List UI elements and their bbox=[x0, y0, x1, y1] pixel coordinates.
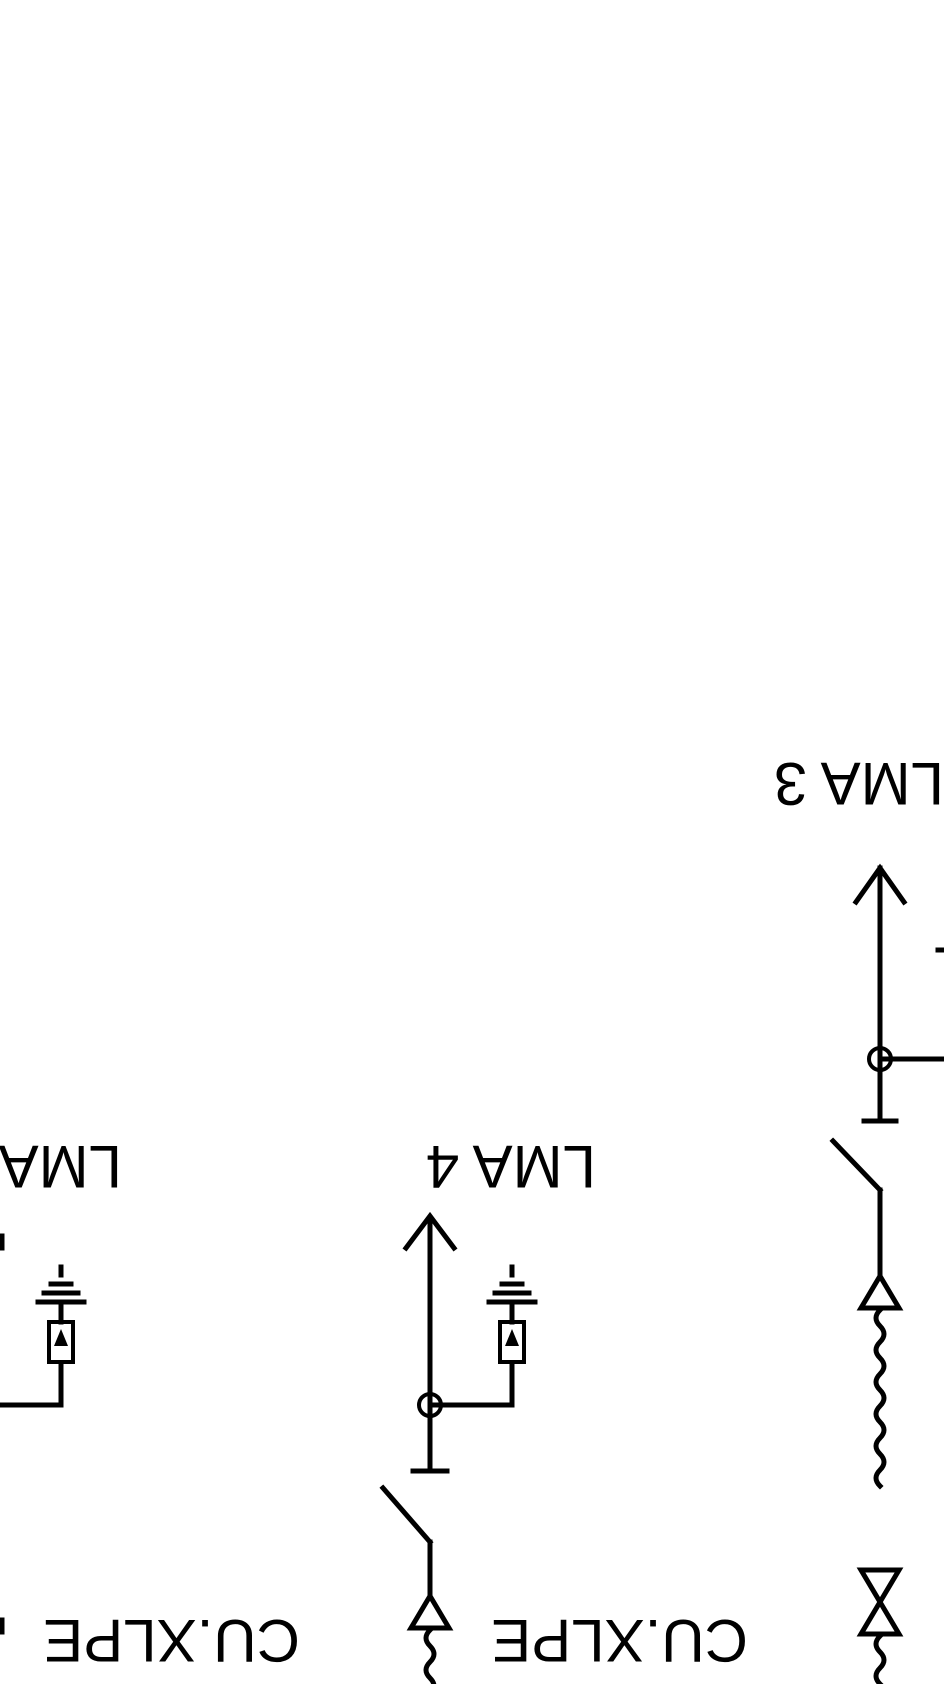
label-lma-4: LMA 4 bbox=[426, 1133, 596, 1200]
label-lma-4-group: LMA 4 bbox=[426, 1133, 596, 1200]
label-cable-middle-group: CU.XLPE bbox=[491, 1607, 748, 1674]
feeder-lma-4-switch-blade bbox=[379, 1484, 434, 1546]
label-cable-left: CU.XLPE bbox=[43, 1607, 300, 1674]
feeder-lma-4-cable-termination bbox=[406, 1591, 454, 1631]
label-lma-left: LMA bbox=[0, 1133, 122, 1200]
feeder-left-arrester-arrow bbox=[54, 1329, 68, 1346]
feeder-lma-4-arrester-arrow bbox=[505, 1329, 519, 1346]
feeder-lma-4-arrow bbox=[402, 1211, 458, 1252]
feeder-lma-3-cable-lower bbox=[873, 1632, 887, 1684]
feeder-lma-3-cable-termination-bottom-a bbox=[856, 1567, 904, 1607]
label-lma-left-group: LMA bbox=[0, 1133, 122, 1200]
feeder-lma-3-cable bbox=[873, 1306, 887, 1490]
feeder-lma-3 bbox=[829, 863, 944, 1684]
label-lma-3-group: LMA 3 bbox=[774, 750, 944, 817]
feeder-lma-3-cable-termination-bottom-b bbox=[856, 1597, 904, 1637]
feeder-lma-4 bbox=[379, 1211, 538, 1684]
feeder-lma-3-arrow bbox=[852, 863, 908, 906]
feeder-lma-4-cable bbox=[423, 1626, 437, 1684]
feeder-lma-3-cable-termination-top bbox=[856, 1271, 904, 1311]
label-lma-3: LMA 3 bbox=[774, 750, 944, 817]
label-cable-left-group: CU.XLPE bbox=[43, 1607, 300, 1674]
feeder-lma-3-switch-blade bbox=[829, 1137, 884, 1194]
label-cable-middle: CU.XLPE bbox=[491, 1607, 748, 1674]
feeder-lma-left bbox=[0, 1233, 87, 1635]
